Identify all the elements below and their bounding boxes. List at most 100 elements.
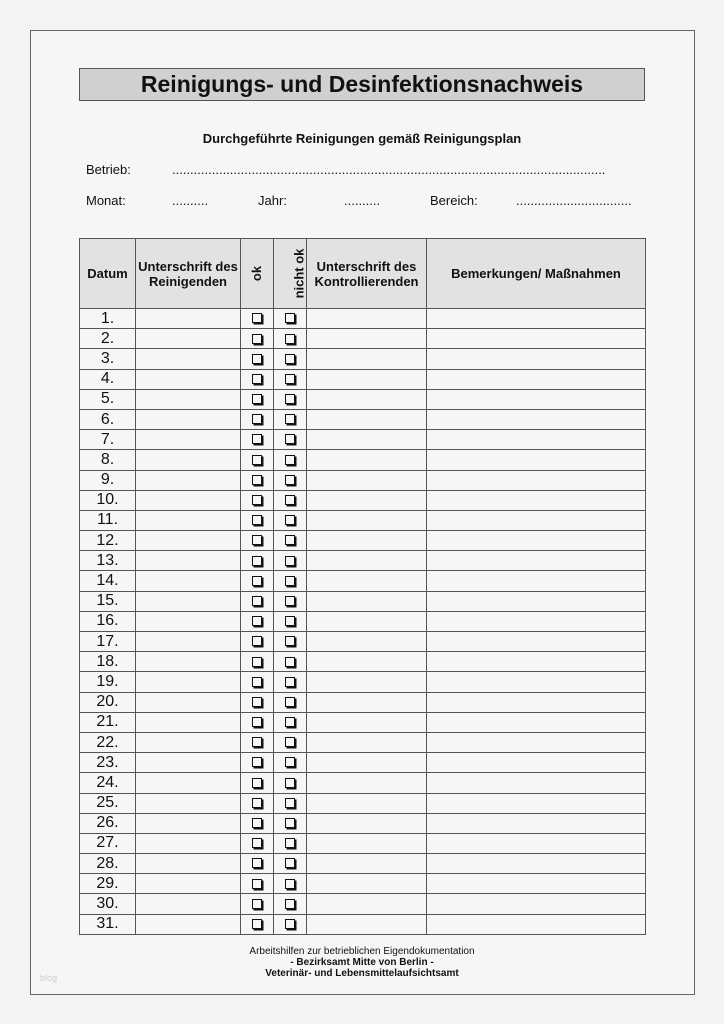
signature-controller-cell[interactable] bbox=[306, 509, 427, 532]
signature-cleaner-cell[interactable] bbox=[135, 913, 241, 935]
not-ok-checkbox[interactable] bbox=[285, 535, 295, 546]
signature-controller-cell[interactable] bbox=[306, 651, 427, 673]
remarks-cell[interactable] bbox=[426, 368, 646, 390]
not-ok-checkbox[interactable] bbox=[285, 595, 295, 606]
signature-cleaner-cell[interactable] bbox=[135, 469, 241, 491]
not-ok-checkbox[interactable] bbox=[285, 454, 295, 465]
signature-cleaner-cell[interactable] bbox=[135, 550, 241, 572]
signature-controller-cell[interactable] bbox=[306, 832, 427, 855]
ok-checkbox[interactable] bbox=[252, 717, 262, 728]
ok-checkbox[interactable] bbox=[252, 373, 262, 384]
signature-controller-cell[interactable] bbox=[306, 671, 427, 693]
ok-checkbox[interactable] bbox=[252, 535, 262, 546]
not-ok-checkbox[interactable] bbox=[285, 898, 295, 909]
signature-cleaner-cell[interactable] bbox=[135, 408, 241, 431]
signature-controller-cell[interactable] bbox=[306, 812, 427, 834]
not-ok-checkbox[interactable] bbox=[285, 797, 295, 808]
ok-checkbox[interactable] bbox=[252, 313, 262, 324]
not-ok-checkbox[interactable] bbox=[285, 696, 295, 707]
signature-controller-cell[interactable] bbox=[306, 530, 427, 552]
ok-checkbox[interactable] bbox=[252, 737, 262, 748]
signature-cleaner-cell[interactable] bbox=[135, 388, 241, 410]
not-ok-checkbox[interactable] bbox=[285, 313, 295, 324]
signature-cleaner-cell[interactable] bbox=[135, 530, 241, 552]
ok-checkbox[interactable] bbox=[252, 797, 262, 808]
signature-controller-cell[interactable] bbox=[306, 873, 427, 895]
signature-cleaner-cell[interactable] bbox=[135, 449, 241, 471]
signature-controller-cell[interactable] bbox=[306, 307, 427, 330]
signature-controller-cell[interactable] bbox=[306, 691, 427, 713]
remarks-cell[interactable] bbox=[426, 630, 646, 653]
signature-controller-cell[interactable] bbox=[306, 772, 427, 794]
not-ok-checkbox[interactable] bbox=[285, 717, 295, 728]
signature-controller-cell[interactable] bbox=[306, 328, 427, 350]
signature-cleaner-cell[interactable] bbox=[135, 307, 241, 330]
not-ok-checkbox[interactable] bbox=[285, 575, 295, 586]
ok-checkbox[interactable] bbox=[252, 777, 262, 788]
ok-checkbox[interactable] bbox=[252, 555, 262, 566]
remarks-cell[interactable] bbox=[426, 610, 646, 633]
signature-cleaner-cell[interactable] bbox=[135, 651, 241, 673]
remarks-cell[interactable] bbox=[426, 590, 646, 612]
signature-cleaner-cell[interactable] bbox=[135, 792, 241, 814]
not-ok-checkbox[interactable] bbox=[285, 555, 295, 566]
remarks-cell[interactable] bbox=[426, 348, 646, 370]
not-ok-checkbox[interactable] bbox=[285, 676, 295, 687]
signature-controller-cell[interactable] bbox=[306, 368, 427, 390]
signature-controller-cell[interactable] bbox=[306, 449, 427, 471]
remarks-cell[interactable] bbox=[426, 873, 646, 895]
remarks-cell[interactable] bbox=[426, 853, 646, 875]
ok-checkbox[interactable] bbox=[252, 918, 262, 929]
signature-controller-cell[interactable] bbox=[306, 348, 427, 370]
remarks-cell[interactable] bbox=[426, 913, 646, 935]
signature-cleaner-cell[interactable] bbox=[135, 812, 241, 834]
remarks-cell[interactable] bbox=[426, 691, 646, 713]
ok-checkbox[interactable] bbox=[252, 616, 262, 627]
signature-cleaner-cell[interactable] bbox=[135, 590, 241, 612]
ok-checkbox[interactable] bbox=[252, 434, 262, 445]
remarks-cell[interactable] bbox=[426, 651, 646, 673]
not-ok-checkbox[interactable] bbox=[285, 656, 295, 667]
ok-checkbox[interactable] bbox=[252, 495, 262, 506]
not-ok-checkbox[interactable] bbox=[285, 474, 295, 485]
signature-controller-cell[interactable] bbox=[306, 630, 427, 653]
remarks-cell[interactable] bbox=[426, 530, 646, 552]
remarks-cell[interactable] bbox=[426, 328, 646, 350]
remarks-cell[interactable] bbox=[426, 893, 646, 915]
ok-checkbox[interactable] bbox=[252, 818, 262, 829]
betrieb-field[interactable]: ........................................… bbox=[172, 162, 606, 177]
signature-cleaner-cell[interactable] bbox=[135, 731, 241, 754]
remarks-cell[interactable] bbox=[426, 550, 646, 572]
remarks-cell[interactable] bbox=[426, 489, 646, 511]
signature-controller-cell[interactable] bbox=[306, 550, 427, 572]
remarks-cell[interactable] bbox=[426, 812, 646, 834]
ok-checkbox[interactable] bbox=[252, 676, 262, 687]
signature-controller-cell[interactable] bbox=[306, 853, 427, 875]
signature-cleaner-cell[interactable] bbox=[135, 630, 241, 653]
signature-cleaner-cell[interactable] bbox=[135, 610, 241, 633]
jahr-field[interactable]: .......... bbox=[344, 193, 381, 208]
signature-cleaner-cell[interactable] bbox=[135, 772, 241, 794]
signature-controller-cell[interactable] bbox=[306, 570, 427, 592]
not-ok-checkbox[interactable] bbox=[285, 373, 295, 384]
signature-controller-cell[interactable] bbox=[306, 610, 427, 633]
ok-checkbox[interactable] bbox=[252, 515, 262, 526]
remarks-cell[interactable] bbox=[426, 509, 646, 532]
signature-cleaner-cell[interactable] bbox=[135, 752, 241, 774]
not-ok-checkbox[interactable] bbox=[285, 757, 295, 768]
remarks-cell[interactable] bbox=[426, 429, 646, 451]
not-ok-checkbox[interactable] bbox=[285, 515, 295, 526]
ok-checkbox[interactable] bbox=[252, 898, 262, 909]
ok-checkbox[interactable] bbox=[252, 656, 262, 667]
not-ok-checkbox[interactable] bbox=[285, 394, 295, 405]
ok-checkbox[interactable] bbox=[252, 858, 262, 869]
signature-controller-cell[interactable] bbox=[306, 429, 427, 451]
signature-cleaner-cell[interactable] bbox=[135, 570, 241, 592]
signature-cleaner-cell[interactable] bbox=[135, 509, 241, 532]
ok-checkbox[interactable] bbox=[252, 878, 262, 889]
not-ok-checkbox[interactable] bbox=[285, 858, 295, 869]
not-ok-checkbox[interactable] bbox=[285, 918, 295, 929]
signature-cleaner-cell[interactable] bbox=[135, 348, 241, 370]
remarks-cell[interactable] bbox=[426, 408, 646, 431]
ok-checkbox[interactable] bbox=[252, 333, 262, 344]
